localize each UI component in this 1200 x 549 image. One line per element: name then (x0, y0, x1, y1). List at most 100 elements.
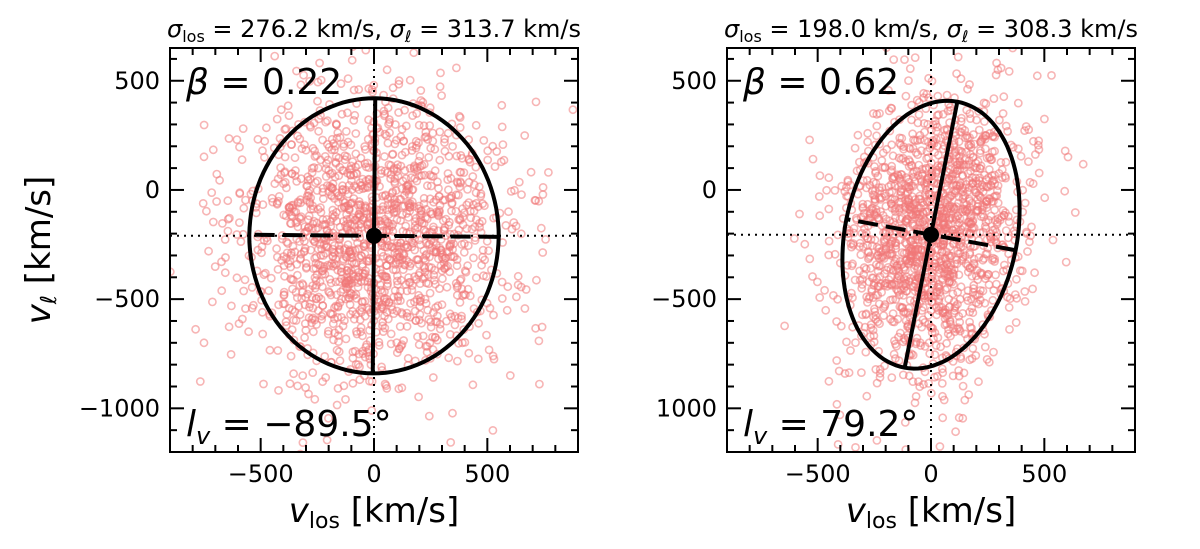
scatter-point (971, 298, 981, 307)
scatter-point (886, 103, 896, 113)
scatter-point (415, 302, 425, 312)
scatter-point (484, 246, 493, 256)
scatter-point (887, 199, 896, 209)
scatter-point (930, 328, 940, 338)
scatter-point (888, 233, 898, 243)
scatter-point (343, 137, 353, 147)
scatter-point (452, 255, 462, 264)
y-tick-label: −1000 (79, 394, 160, 422)
scatter-point (444, 220, 454, 230)
scatter-point (419, 159, 429, 169)
scatter-point (268, 197, 278, 207)
scatter-point (932, 111, 942, 120)
scatter-point (298, 438, 308, 447)
scatter-point (424, 279, 433, 289)
scatter-point (403, 242, 413, 252)
scatter-point (859, 263, 869, 272)
scatter-point (425, 194, 435, 204)
scatter-point (908, 129, 917, 139)
scatter-point (289, 369, 298, 379)
scatter-point (191, 324, 200, 334)
scatter-point (264, 286, 274, 296)
scatter-point (236, 237, 246, 246)
scatter-point (429, 270, 439, 280)
scatter-point (384, 210, 393, 219)
scatter-point (440, 134, 449, 144)
scatter-point (822, 185, 831, 195)
scatter-point (354, 272, 364, 282)
scatter-point (436, 68, 445, 78)
scatter-point (312, 280, 321, 290)
scatter-point (212, 197, 221, 206)
scatter-point (201, 206, 211, 216)
scatter-point (393, 171, 403, 181)
scatter-point (512, 292, 521, 302)
scatter-point (341, 201, 351, 211)
scatter-point (881, 242, 891, 251)
scatter-point (396, 238, 406, 247)
scatter-point (920, 215, 930, 225)
scatter-point (313, 306, 323, 316)
scatter-point (456, 274, 466, 284)
scatter-point (964, 390, 974, 399)
x-tick-label: −500 (785, 460, 851, 488)
scatter-point (965, 307, 975, 317)
scatter-point (948, 371, 958, 381)
scatter-point (402, 308, 412, 318)
scatter-point (926, 322, 936, 332)
scatter-point (337, 109, 347, 119)
scatter-point (277, 255, 286, 265)
scatter-point (328, 309, 338, 319)
scatter-point (321, 172, 331, 181)
scatter-point (442, 282, 452, 292)
scatter-point (568, 105, 578, 115)
scatter-point (970, 139, 979, 149)
scatter-point (1020, 287, 1030, 296)
scatter-point (224, 322, 234, 332)
scatter-point (959, 343, 969, 353)
scatter-point (506, 186, 516, 196)
scatter-point (888, 194, 897, 204)
scatter-point (464, 348, 474, 358)
scatter-point (861, 310, 871, 320)
scatter-point (468, 380, 478, 390)
y-tick-label: 0 (145, 176, 160, 204)
scatter-point (321, 373, 331, 382)
scatter-point (257, 307, 267, 317)
scatter-point (416, 86, 426, 95)
plot-area (727, 5, 1135, 452)
scatter-point (934, 305, 943, 315)
scatter-point (889, 349, 899, 359)
scatter-point (875, 261, 885, 271)
scatter-point (407, 197, 417, 207)
scatter-point (331, 120, 341, 129)
scatter-point (538, 182, 548, 192)
scatter-point (464, 198, 474, 207)
scatter-point (459, 247, 469, 257)
scatter-point (866, 320, 876, 330)
scatter-point (479, 135, 489, 145)
scatter-point (875, 319, 884, 329)
scatter-point (858, 242, 868, 252)
scatter-point (299, 70, 308, 80)
scatter-point (324, 287, 333, 296)
scatter-point (306, 204, 316, 214)
scatter-point (341, 394, 350, 404)
scatter-point (297, 279, 307, 289)
scatter-point (531, 323, 540, 333)
scatter-point (952, 69, 961, 78)
scatter-point (879, 311, 889, 320)
scatter-point (824, 173, 834, 183)
scatter-point (1014, 144, 1023, 154)
scatter-point (306, 193, 316, 203)
scatter-point (418, 97, 428, 107)
scatter-point (333, 191, 343, 201)
ellipse (247, 96, 501, 376)
scatter-point (330, 248, 339, 258)
scatter-point (286, 140, 296, 149)
scatter-point (924, 5, 931, 12)
scatter-point (870, 195, 880, 205)
scatter-point (450, 320, 460, 330)
scatter-point (886, 295, 895, 305)
scatter-point (282, 248, 292, 258)
